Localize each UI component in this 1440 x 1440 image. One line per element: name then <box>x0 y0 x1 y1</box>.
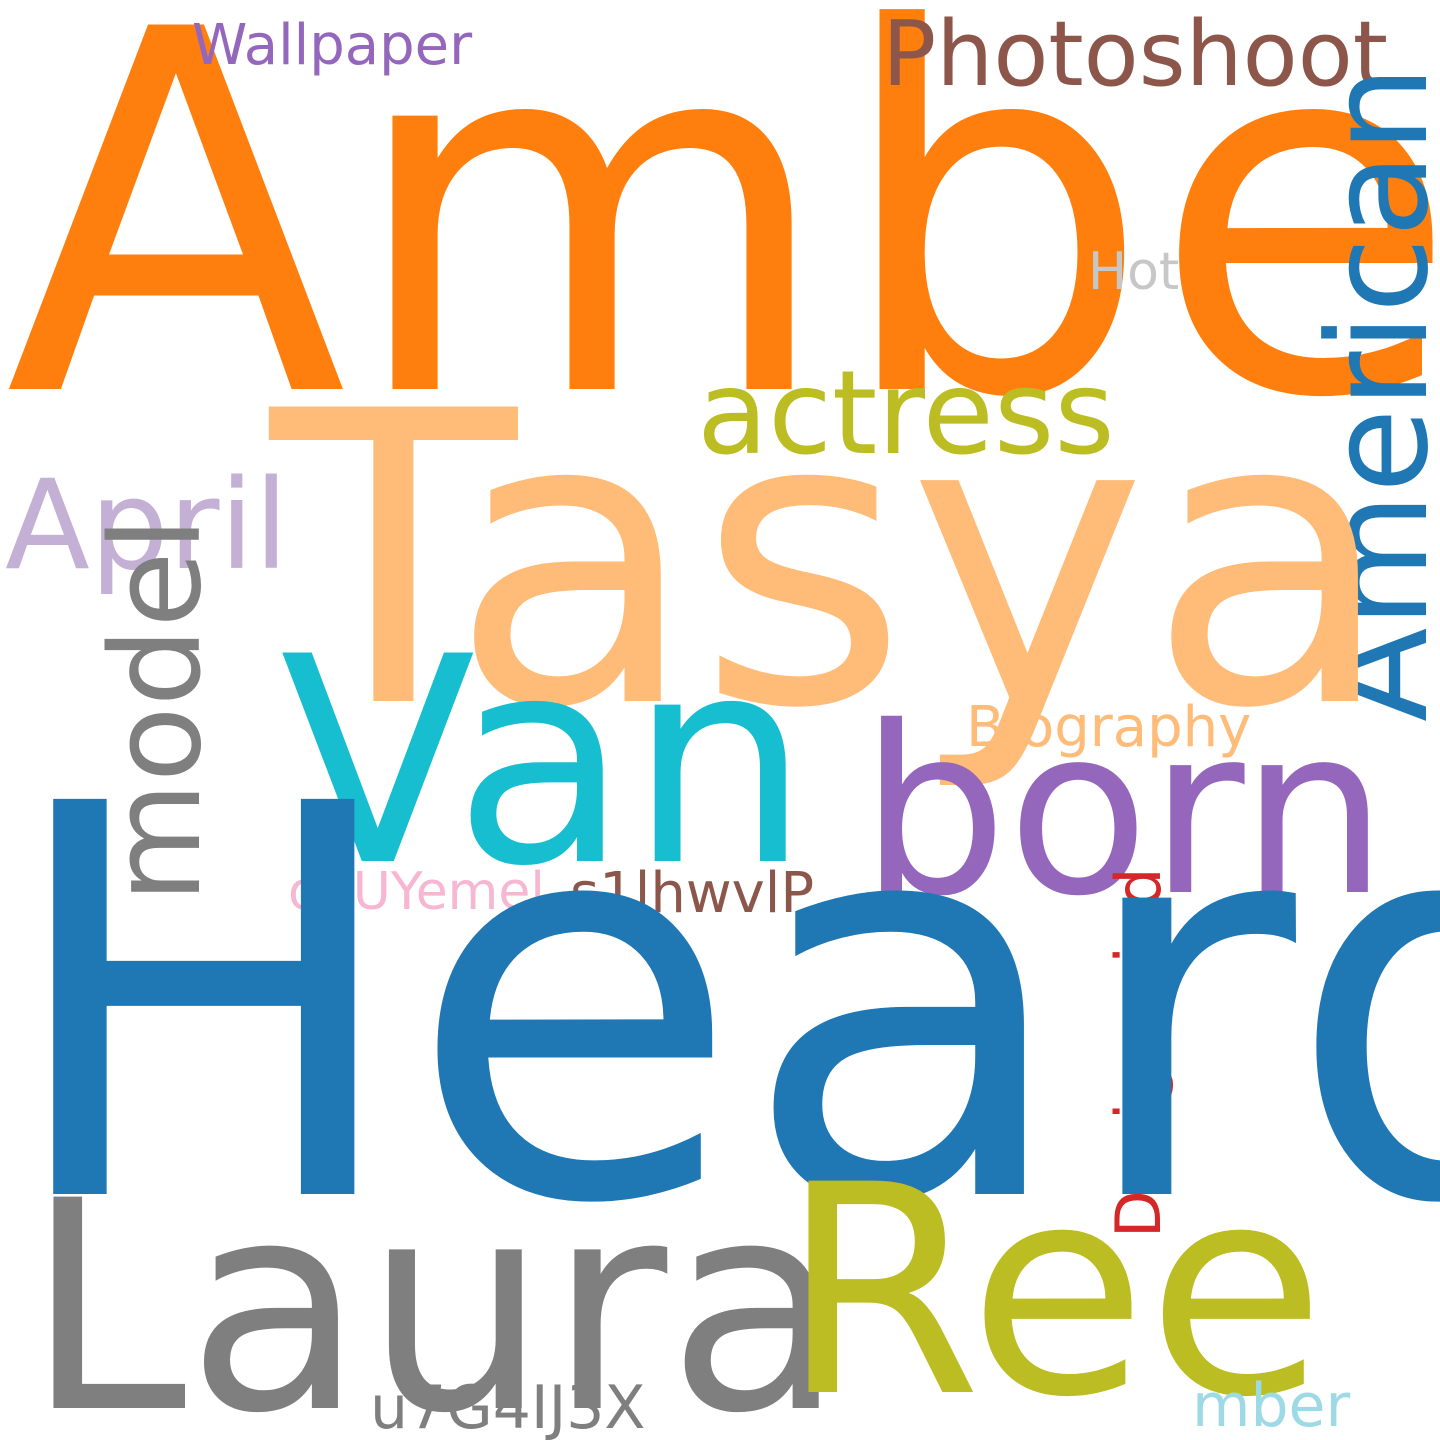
word-amber: Amber <box>5 0 1440 507</box>
word-photoshoot: Photoshoot <box>882 2 1389 107</box>
word-wallpaper: Wallpaper <box>192 13 473 78</box>
word-born: born <box>860 677 1388 947</box>
word-ohuyemel: ohUYemel <box>288 862 545 922</box>
word-april: April <box>5 454 289 598</box>
word-heard: Heard <box>0 691 1440 1322</box>
word-laura: Laura <box>25 1140 846 1440</box>
word-van: Van <box>280 597 810 929</box>
word-u7g4ij3x: u7G4IJ3X <box>370 1373 646 1440</box>
word-s1lhwvlp: s1lhwvlP <box>570 861 815 926</box>
word-biography: Biography <box>966 695 1252 760</box>
word-ree: Ree <box>780 1124 1326 1440</box>
word-actress: actress <box>697 346 1115 481</box>
word-mber: mber <box>1192 1371 1351 1440</box>
word-hot: Hot <box>1088 242 1180 302</box>
word-tasya: Tasya <box>270 327 1395 797</box>
